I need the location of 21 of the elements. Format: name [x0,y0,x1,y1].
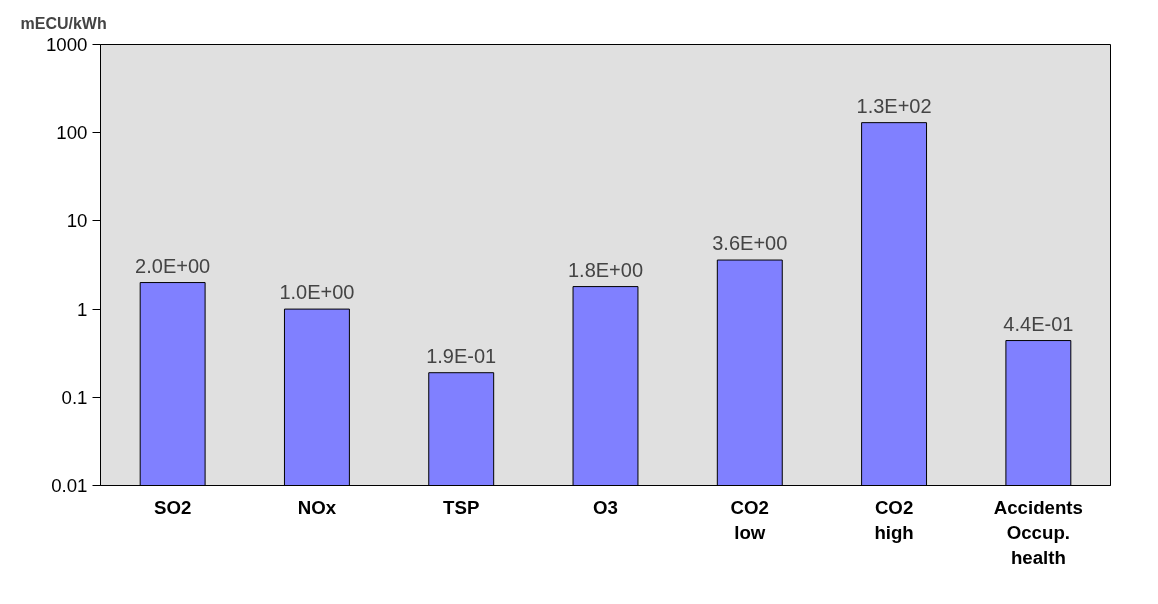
y-tick-label: 0.01 [51,475,88,496]
data-label: 1.3E+02 [856,94,932,117]
x-tick-label: NOx [297,496,337,518]
x-tick-label: SO2 [153,496,192,518]
y-tick-label: 1000 [46,34,88,55]
data-label: 2.0E+00 [135,254,211,277]
data-label: 1.9E-01 [426,344,497,367]
y-tick-label: 10 [66,210,88,232]
x-tick-label: Accidents Occup. health [993,496,1083,568]
x-tick-label: TSP [443,496,480,518]
y-tick-label: 0.1 [61,386,88,408]
x-tick-label: CO2 high [874,496,914,543]
x-tick-label: O3 [593,496,618,518]
data-label: 1.8E+00 [567,258,644,281]
y-tick-label: 100 [56,122,88,144]
y-tick-label: 1 [77,298,88,320]
data-label: 3.6E+00 [712,232,788,255]
y-axis-title: mECU/kWh [20,15,107,32]
data-label: 1.0E+00 [279,281,355,304]
data-label: 4.4E-01 [1003,312,1074,335]
x-tick-label: CO2 low [730,496,769,543]
